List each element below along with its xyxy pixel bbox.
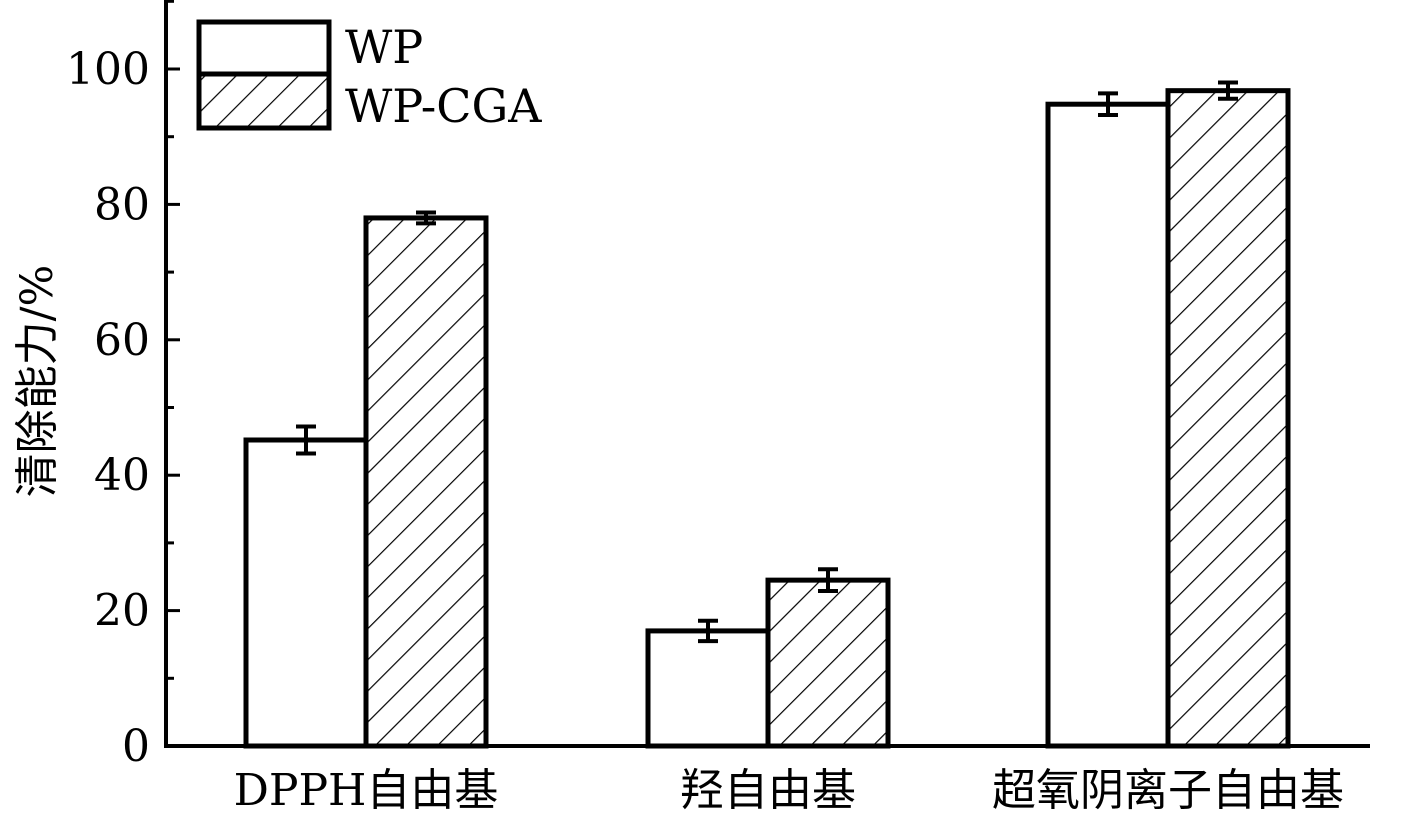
y-tick-label-0: 0 bbox=[122, 721, 150, 772]
bar-wp-1 bbox=[645, 628, 771, 749]
y-tick-label-40: 40 bbox=[94, 450, 150, 501]
bar-wp-cga-0 bbox=[363, 215, 489, 749]
y-tick-label-60: 60 bbox=[94, 315, 150, 366]
legend-label-wp-cga: WP-CGA bbox=[345, 79, 542, 133]
legend: WP WP-CGA bbox=[196, 19, 542, 133]
error-bar-wp-2 bbox=[1098, 91, 1118, 118]
plot-area: 0 20 40 60 80 100 DPPH自由基 羟自由基 超氧阴离子自由基 bbox=[66, 0, 1370, 816]
error-bar-wp-cga-0 bbox=[416, 210, 436, 226]
x-category-label-2: 超氧阴离子自由基 bbox=[992, 765, 1344, 816]
legend-swatch-wp bbox=[196, 19, 332, 77]
bar-wp-2 bbox=[1045, 101, 1171, 749]
error-bar-wp-1 bbox=[698, 618, 718, 644]
bar-wp-cga-1 bbox=[765, 577, 891, 749]
legend-swatch-wp-cga bbox=[196, 71, 332, 131]
legend-label-wp: WP bbox=[345, 20, 423, 74]
bar-wp-0 bbox=[243, 437, 369, 749]
y-axis-label: 清除能力/% bbox=[12, 265, 63, 498]
y-tick-label-80: 80 bbox=[94, 179, 150, 230]
x-category-label-1: 羟自由基 bbox=[680, 765, 856, 816]
error-bar-wp-0 bbox=[296, 424, 316, 456]
error-bar-wp-cga-1 bbox=[818, 567, 838, 593]
y-tick-label-20: 20 bbox=[94, 586, 150, 637]
x-category-label-0: DPPH自由基 bbox=[234, 765, 499, 816]
bar-wp-cga-2 bbox=[1165, 88, 1291, 749]
error-bar-wp-cga-2 bbox=[1218, 80, 1238, 101]
y-tick-label-100: 100 bbox=[66, 44, 150, 95]
